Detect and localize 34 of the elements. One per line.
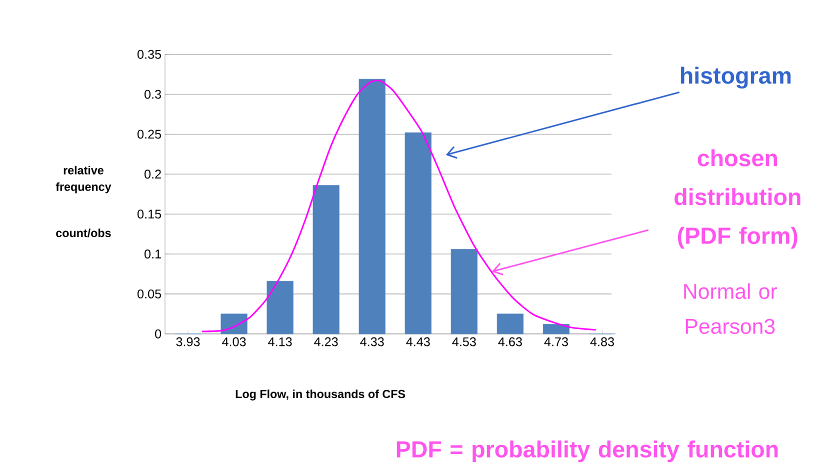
y-tick-label: 0.35 (138, 50, 162, 59)
x-tick-label: 4.13 (268, 337, 292, 346)
x-tick-label: 4.53 (452, 337, 476, 346)
x-tick-label: 4.63 (498, 337, 522, 346)
y-tick-label: 0.1 (144, 250, 161, 259)
y-tick-label: 0.3 (144, 90, 162, 99)
bar (358, 79, 386, 334)
bar (312, 185, 340, 334)
x-axis-title: Log Flow, in thousands of CFS (236, 390, 406, 401)
bar (496, 314, 524, 334)
bar (542, 324, 570, 334)
x-tick-label: 4.83 (590, 337, 614, 346)
bar (450, 249, 478, 334)
text: histogram (681, 66, 791, 89)
bar (404, 132, 432, 334)
y-tick-label: 0.25 (138, 130, 162, 139)
x-tick-label: 3.93 (176, 337, 200, 346)
x-tick-label: 4.73 (544, 337, 568, 346)
x-tick-label: 4.23 (314, 337, 338, 346)
text: count/obs (56, 228, 111, 238)
x-tick-label: 4.03 (222, 337, 246, 346)
y-tick-label: 0 (155, 330, 162, 338)
y-tick-label: 0.15 (138, 210, 162, 219)
x-tick-label: 4.43 (406, 337, 430, 346)
annotation: chosen distribution (PDF form) (674, 149, 800, 249)
bar (266, 281, 294, 334)
y-tick-label: 0.05 (138, 290, 162, 299)
y-tick-label: 0.2 (144, 170, 161, 179)
bar (220, 314, 248, 334)
y-axis-title: relative frequency (56, 166, 112, 194)
x-tick-label: 4.33 (360, 337, 384, 346)
text: PDF = probability density function (396, 440, 778, 462)
text: Normal or Pearson3 (684, 283, 777, 334)
line-series (201, 80, 597, 332)
